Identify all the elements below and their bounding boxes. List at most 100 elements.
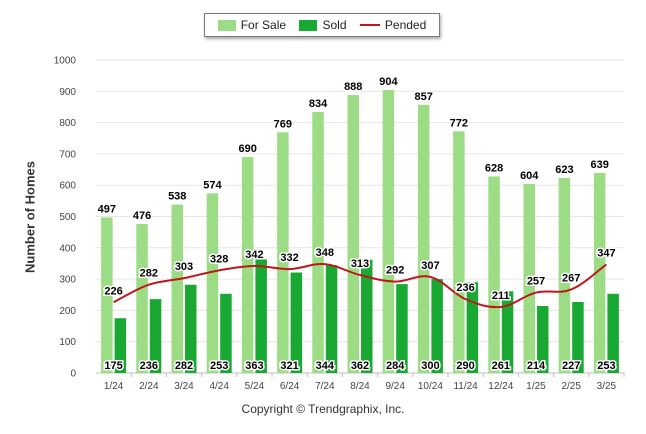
x-tick-label: 9/24 (385, 381, 405, 392)
data-label-pended: 226 (104, 285, 122, 297)
bar-sold (149, 299, 162, 373)
line-pended (113, 262, 607, 309)
y-tick-label: 600 (59, 181, 76, 192)
bar-sold (501, 291, 514, 373)
x-tick-label: 6/24 (280, 381, 300, 392)
bar-sold (361, 259, 373, 373)
bar-sold (572, 301, 584, 373)
x-tick-label: 11/24 (453, 381, 478, 392)
data-label-pended: 332 (280, 252, 298, 264)
bar-for-sale (206, 193, 219, 373)
data-label-for-sale: 574 (203, 179, 222, 191)
data-label-pended: 292 (386, 265, 404, 277)
data-label-sold: 253 (597, 360, 615, 372)
bar-for-sale (488, 176, 500, 373)
y-tick-label: 800 (59, 118, 76, 129)
bar-for-sale (417, 104, 430, 373)
data-label-pended: 348 (316, 247, 334, 259)
bar-for-sale (347, 95, 359, 373)
data-label-for-sale: 769 (274, 118, 292, 130)
y-tick-label: 900 (59, 87, 76, 98)
data-label-sold: 344 (316, 360, 335, 372)
data-label-for-sale: 690 (238, 143, 256, 155)
y-tick-label: 0 (70, 369, 76, 380)
data-label-sold: 363 (245, 360, 263, 372)
legend-label-sold: Sold (322, 18, 347, 32)
legend-item-pended: Pended (359, 18, 427, 32)
y-tick-label: 400 (59, 243, 76, 254)
bar-for-sale (171, 204, 183, 373)
bar-sold (466, 282, 479, 373)
data-label-pended: 328 (210, 253, 228, 265)
legend-item-sold: Sold (299, 18, 347, 32)
data-label-sold: 214 (527, 360, 546, 372)
data-label-sold: 236 (140, 360, 158, 372)
data-label-for-sale: 538 (168, 191, 186, 203)
data-label-sold: 300 (421, 360, 439, 372)
data-label-for-sale: 772 (450, 117, 468, 129)
bar-for-sale (558, 178, 571, 373)
bar-for-sale (101, 217, 113, 373)
data-label-sold: 290 (456, 360, 474, 372)
bar-for-sale (593, 172, 606, 373)
data-label-for-sale: 628 (485, 162, 503, 174)
bar-sold (431, 279, 443, 373)
data-label-pended: 342 (245, 249, 263, 261)
data-label-for-sale: 904 (379, 76, 398, 88)
x-tick-label: 3/24 (174, 381, 194, 392)
data-label-pended: 347 (597, 247, 615, 259)
y-tick-label: 200 (59, 306, 76, 317)
legend-label-for-sale: For Sale (240, 18, 287, 32)
data-label-sold: 175 (104, 360, 122, 372)
data-label-for-sale: 834 (309, 98, 328, 110)
bar-sold (325, 265, 338, 373)
bar-for-sale (523, 183, 535, 373)
data-label-for-sale: 888 (344, 81, 362, 93)
x-tick-label: 1/25 (526, 381, 546, 392)
bar-sold (114, 318, 127, 373)
data-label-sold: 321 (280, 360, 298, 372)
x-tick-label: 5/24 (245, 381, 265, 392)
bar-sold (185, 284, 197, 373)
data-label-sold: 362 (351, 360, 369, 372)
x-tick-label: 3/25 (597, 381, 617, 392)
data-label-for-sale: 639 (590, 159, 608, 171)
x-tick-label: 10/24 (418, 381, 443, 392)
x-tick-label: 8/24 (350, 381, 370, 392)
data-label-for-sale: 497 (98, 203, 116, 215)
data-label-sold: 261 (492, 360, 510, 372)
x-tick-label: 12/24 (488, 381, 513, 392)
bar-sold (537, 306, 549, 373)
legend-swatch-pended (359, 24, 380, 26)
bar-for-sale (136, 224, 148, 373)
data-label-for-sale: 623 (555, 164, 573, 176)
legend-item-for-sale: For Sale (217, 18, 287, 32)
data-label-pended: 257 (527, 276, 545, 288)
data-label-pended: 313 (351, 258, 369, 270)
legend-swatch-sold (299, 19, 318, 31)
bar-sold (396, 284, 408, 373)
bar-sold (607, 293, 619, 373)
data-label-for-sale: 857 (414, 91, 432, 103)
data-label-pended: 267 (562, 272, 580, 284)
legend: For Sale Sold Pended (204, 13, 440, 37)
bar-for-sale (382, 90, 395, 373)
data-label-pended: 236 (456, 282, 474, 294)
legend-label-pended: Pended (384, 18, 427, 32)
x-tick-label: 7/24 (315, 381, 335, 392)
x-tick-label: 1/24 (104, 381, 124, 392)
data-label-pended: 307 (421, 260, 439, 272)
bar-for-sale (312, 111, 324, 373)
legend-swatch-for-sale (217, 19, 236, 31)
data-label-pended: 211 (492, 290, 510, 302)
copyright-footer: Copyright © Trendgraphix, Inc. (241, 402, 405, 416)
data-label-sold: 227 (562, 360, 580, 372)
data-label-pended: 303 (175, 261, 193, 273)
data-label-sold: 282 (175, 360, 193, 372)
bar-for-sale (453, 131, 465, 373)
bar-sold (290, 272, 303, 373)
y-tick-label: 500 (59, 212, 76, 223)
data-label-sold: 284 (386, 360, 405, 372)
